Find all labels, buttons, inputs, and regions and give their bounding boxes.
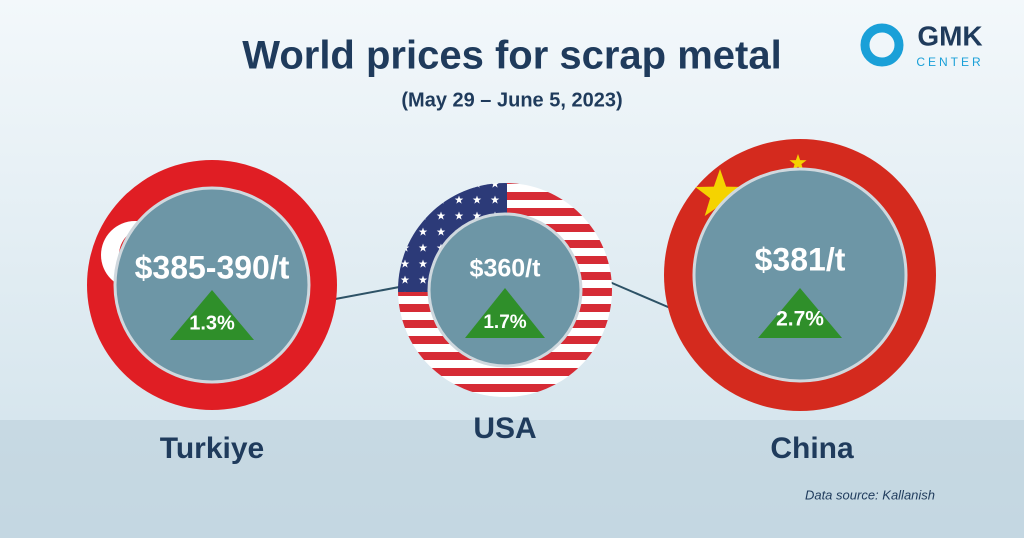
- change: 1.3%: [189, 312, 235, 334]
- logo-tagline: CENTER: [916, 55, 983, 69]
- change: 1.7%: [483, 312, 526, 333]
- country: USA: [473, 412, 536, 445]
- subtitle: (May 29 – June 5, 2023): [401, 89, 622, 111]
- country: China: [770, 432, 854, 465]
- up-arrow: [465, 288, 545, 338]
- up-arrow: [170, 290, 254, 340]
- logo: GMK CENTER: [860, 20, 983, 69]
- price: $360/t: [470, 255, 542, 283]
- logo-name: GMK: [917, 20, 982, 51]
- price: $385-390/t: [135, 249, 290, 285]
- ground: [0, 420, 1024, 538]
- china-badge: $381/t 2.7%: [664, 139, 936, 411]
- country: Turkiye: [160, 432, 265, 465]
- turkiye-badge: $385-390/t 1.3%: [87, 160, 337, 410]
- source: Data source: Kallanish: [805, 487, 935, 502]
- change: 2.7%: [776, 308, 824, 331]
- up-arrow: [758, 288, 842, 338]
- connector: [604, 279, 676, 311]
- usa-badge: $360/t 1.7%: [395, 180, 615, 400]
- title: World prices for scrap metal: [242, 34, 781, 78]
- price: $381/t: [755, 241, 846, 277]
